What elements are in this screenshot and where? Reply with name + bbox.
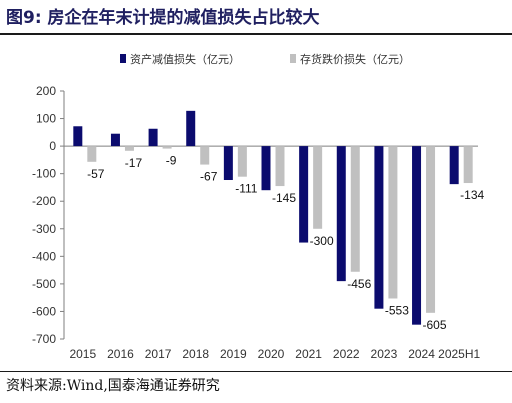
impairment-bar (110, 133, 120, 147)
data-label: -456 (347, 277, 371, 291)
y-tick-label: -100 (32, 167, 56, 181)
title-rule (0, 33, 512, 35)
inventory-writedown-bar (426, 146, 436, 313)
inventory-writedown-bar (162, 146, 172, 149)
x-tick-label: 2024 (408, 347, 435, 361)
x-tick-label: 2018 (182, 347, 209, 361)
impairment-bar (336, 146, 346, 282)
inventory-writedown-bar (350, 146, 360, 272)
x-tick-label: 2019 (220, 347, 247, 361)
impairment-bar (73, 126, 83, 147)
chart-container: 200 100 0 -100 -200 -300 -400 -500 -600 -700 2015 2… (0, 40, 512, 370)
impairment-bar (148, 128, 158, 147)
x-tick-label: 2023 (371, 347, 398, 361)
impairment-bar (186, 110, 196, 147)
y-tick-label: -300 (32, 222, 56, 236)
y-tick-label: -400 (32, 249, 56, 263)
data-label: -605 (423, 318, 447, 332)
source-note: 资料来源:Wind,国泰海通证券研究 (6, 378, 220, 394)
data-label: -9 (166, 154, 177, 168)
data-label: -553 (385, 303, 409, 317)
x-tick-label: 2015 (69, 347, 96, 361)
y-tick-label: 200 (36, 84, 56, 98)
legend-swatch-impairment (120, 54, 126, 63)
figure-header: 图9: 房企在年末计提的减值损失占比较大 (0, 0, 512, 36)
impairment-bar (223, 146, 233, 181)
data-label: -17 (125, 156, 143, 170)
impairment-bar (412, 146, 422, 325)
y-tick-label: 100 (36, 112, 56, 126)
x-tick-label: 2025H1 (438, 347, 480, 361)
x-tick-label: 2021 (295, 347, 322, 361)
legend-label-inventory: 存货跌价损失（亿元） (300, 52, 410, 66)
y-tick-label: 0 (49, 139, 56, 153)
inventory-writedown-bar (463, 146, 473, 184)
impairment-bar (374, 146, 384, 309)
data-label: -300 (310, 234, 334, 248)
inventory-writedown-bar (237, 146, 247, 177)
inventory-writedown-bar (388, 146, 398, 299)
x-tick-label: 2017 (145, 347, 172, 361)
inventory-writedown-bar (87, 146, 97, 162)
inventory-writedown-bar (124, 146, 134, 151)
data-label: -134 (460, 188, 484, 202)
data-label: -67 (200, 170, 218, 184)
figure-title: 图9: 房企在年末计提的减值损失占比较大 (6, 8, 320, 28)
inventory-writedown-bar (313, 146, 323, 229)
inventory-writedown-bar (200, 146, 210, 165)
y-tick-label: -600 (32, 304, 56, 318)
data-label: -145 (272, 191, 296, 205)
x-tick-label: 2020 (258, 347, 285, 361)
impairment-bar (299, 146, 309, 243)
impairment-bar (449, 146, 459, 185)
legend-label-impairment: 资产减值损失（亿元） (130, 52, 240, 66)
legend-swatch-inventory (290, 54, 296, 63)
y-tick-label: -200 (32, 194, 56, 208)
x-tick-label: 2016 (107, 347, 134, 361)
data-label: -111 (235, 182, 258, 196)
y-tick-label: -700 (32, 332, 56, 346)
impairment-bar (261, 146, 271, 191)
inventory-writedown-bar (275, 146, 285, 187)
bar-chart: 200 100 0 -100 -200 -300 -400 -500 -600 -700 2015 2… (32, 52, 485, 361)
x-tick-label: 2022 (333, 347, 360, 361)
bottom-rule (0, 371, 512, 372)
data-label: -57 (87, 167, 105, 181)
y-tick-label: -500 (32, 277, 56, 291)
